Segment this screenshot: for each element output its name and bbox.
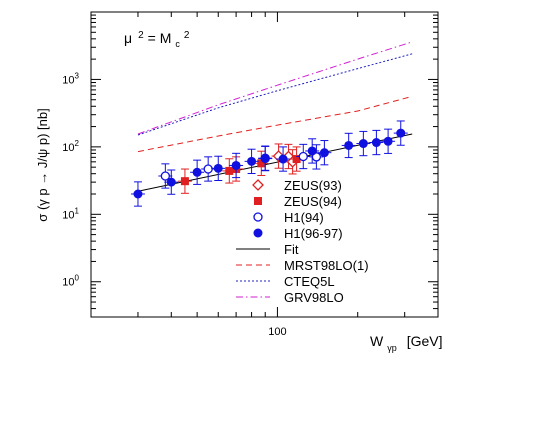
curve-mrst98lo-1	[137, 95, 413, 153]
legend-label-mrst98lo-1: MRST98LO(1)	[284, 258, 369, 273]
point-h1-96-97	[371, 138, 381, 148]
point-h1-96-97	[319, 148, 329, 158]
point-h1-96-97	[307, 146, 317, 156]
legend-marker-h1-94	[253, 212, 263, 222]
plot-frame	[90, 11, 439, 318]
point-h1-94	[203, 164, 213, 174]
legend-label-grv98lo: GRV98LO	[284, 290, 344, 305]
data-points	[130, 120, 408, 207]
axis-ticks: 100 101 102 103 100	[62, 12, 438, 338]
legend: ZEUS(93)ZEUS(94)H1(94)H1(96-97)FitMRST98…	[236, 178, 369, 305]
point-h1-96-97	[192, 167, 202, 177]
point-h1-96-97	[358, 139, 368, 149]
theory-curves	[137, 41, 413, 192]
x-tick-label: 100	[268, 326, 286, 338]
point-h1-96-97	[396, 128, 406, 138]
y-tick-label: 102	[62, 139, 79, 154]
point-h1-96-97	[231, 160, 241, 170]
legend-marker-zeus-94	[254, 197, 262, 205]
legend-marker-h1-96-97	[253, 228, 263, 238]
point-zeus-94	[225, 166, 234, 175]
legend-label-cteq5l: CTEQ5L	[284, 274, 335, 289]
point-h1-96-97	[247, 156, 257, 166]
point-zeus-94	[257, 159, 266, 168]
y-tick-label: 103	[62, 71, 79, 86]
point-h1-96-97	[344, 140, 354, 150]
legend-label-fit: Fit	[284, 242, 299, 257]
point-zeus-93	[272, 150, 285, 163]
legend-label-h1-96-97: H1(96-97)	[284, 226, 343, 241]
legend-marker-zeus-93	[252, 179, 264, 191]
point-zeus-94	[292, 155, 301, 164]
point-h1-96-97	[133, 189, 143, 199]
legend-label-zeus-93: ZEUS(93)	[284, 178, 342, 193]
y-tick-label: 100	[62, 274, 79, 289]
point-h1-96-97	[166, 177, 176, 187]
point-h1-96-97	[213, 163, 223, 173]
legend-label-zeus-94: ZEUS(94)	[284, 194, 342, 209]
point-h1-96-97	[278, 154, 288, 164]
curve-grv98lo	[137, 41, 413, 135]
point-zeus-94	[180, 177, 189, 186]
y-axis-label: σ (γ p → J/ψ p) [nb]	[35, 108, 50, 221]
curve-cteq5l	[137, 53, 413, 136]
point-h1-94	[160, 171, 170, 181]
point-h1-94	[298, 151, 308, 162]
point-h1-96-97	[260, 154, 270, 164]
point-h1-96-97	[383, 136, 393, 146]
y-tick-label: 101	[62, 206, 79, 221]
legend-label-h1-94: H1(94)	[284, 210, 324, 225]
